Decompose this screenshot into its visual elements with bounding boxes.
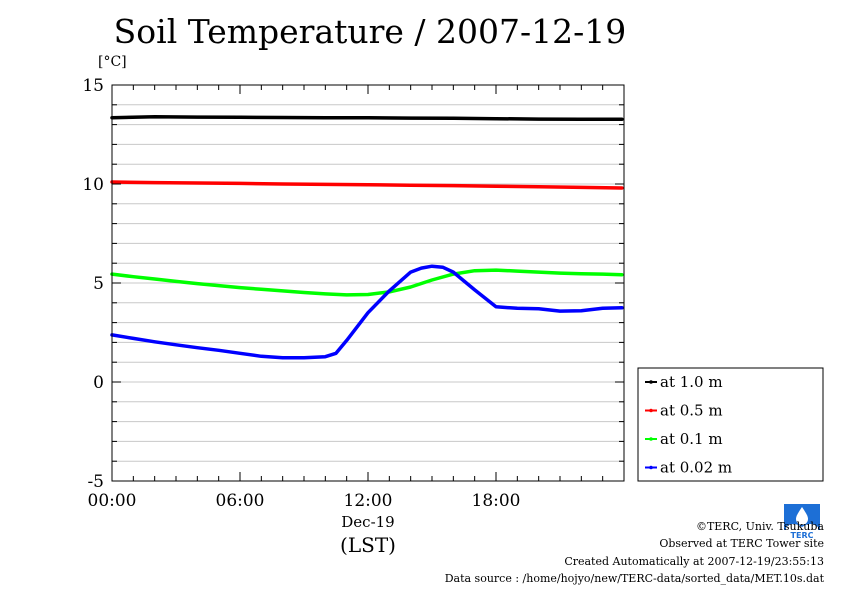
legend-marker — [649, 437, 653, 441]
created-text: Created Automatically at 2007-12-19/23:5… — [564, 555, 824, 568]
x-tick-label: 18:00 — [472, 491, 521, 511]
y-tick-label: 15 — [82, 76, 104, 96]
x-axis-date-label: Dec-19 — [341, 513, 394, 531]
observed-text: Observed at TERC Tower site — [659, 537, 824, 550]
series-line-3 — [110, 268, 624, 297]
legend-label: at 0.1 m — [660, 430, 723, 448]
x-tick-label: 06:00 — [216, 491, 265, 511]
terc-logo-icon: TERC — [784, 504, 820, 540]
x-tick-label: 12:00 — [344, 491, 393, 511]
legend-marker — [649, 408, 653, 413]
y-tick-label: 5 — [93, 274, 104, 294]
chart-title: Soil Temperature / 2007-12-19 — [113, 12, 627, 51]
series-line-4 — [110, 264, 624, 360]
series-line-1 — [110, 114, 624, 122]
legend-marker — [649, 380, 653, 384]
logo-text: TERC — [791, 531, 814, 539]
legend-box — [637, 367, 824, 482]
legend-label: at 0.02 m — [660, 459, 732, 477]
series-lines — [110, 114, 624, 360]
legend: at 1.0 m at 0.5 m at 0.1 m at 0.02 m — [637, 367, 824, 482]
y-tick-label: 0 — [93, 373, 104, 393]
y-axis-unit-label: [°C] — [98, 54, 127, 70]
data-source-text: Data source : /home/hojyo/new/TERC-data/… — [444, 572, 824, 585]
legend-marker — [649, 465, 653, 470]
x-tick-label: 00:00 — [88, 491, 137, 511]
legend-label: at 1.0 m — [660, 373, 723, 391]
terc-logo: TERC — [783, 503, 821, 543]
copyright-text: ©TERC, Univ. Tsukuba — [695, 520, 824, 533]
legend-label: at 0.5 m — [660, 402, 723, 420]
axis-ticks: -5 0 5 10 15 00:00 06:00 12:00 18:00 — [82, 76, 625, 511]
series-line-2 — [110, 180, 624, 190]
y-tick-label: 10 — [82, 175, 104, 195]
x-axis-timezone-label: (LST) — [340, 533, 396, 557]
y-tick-label: -5 — [87, 472, 104, 492]
